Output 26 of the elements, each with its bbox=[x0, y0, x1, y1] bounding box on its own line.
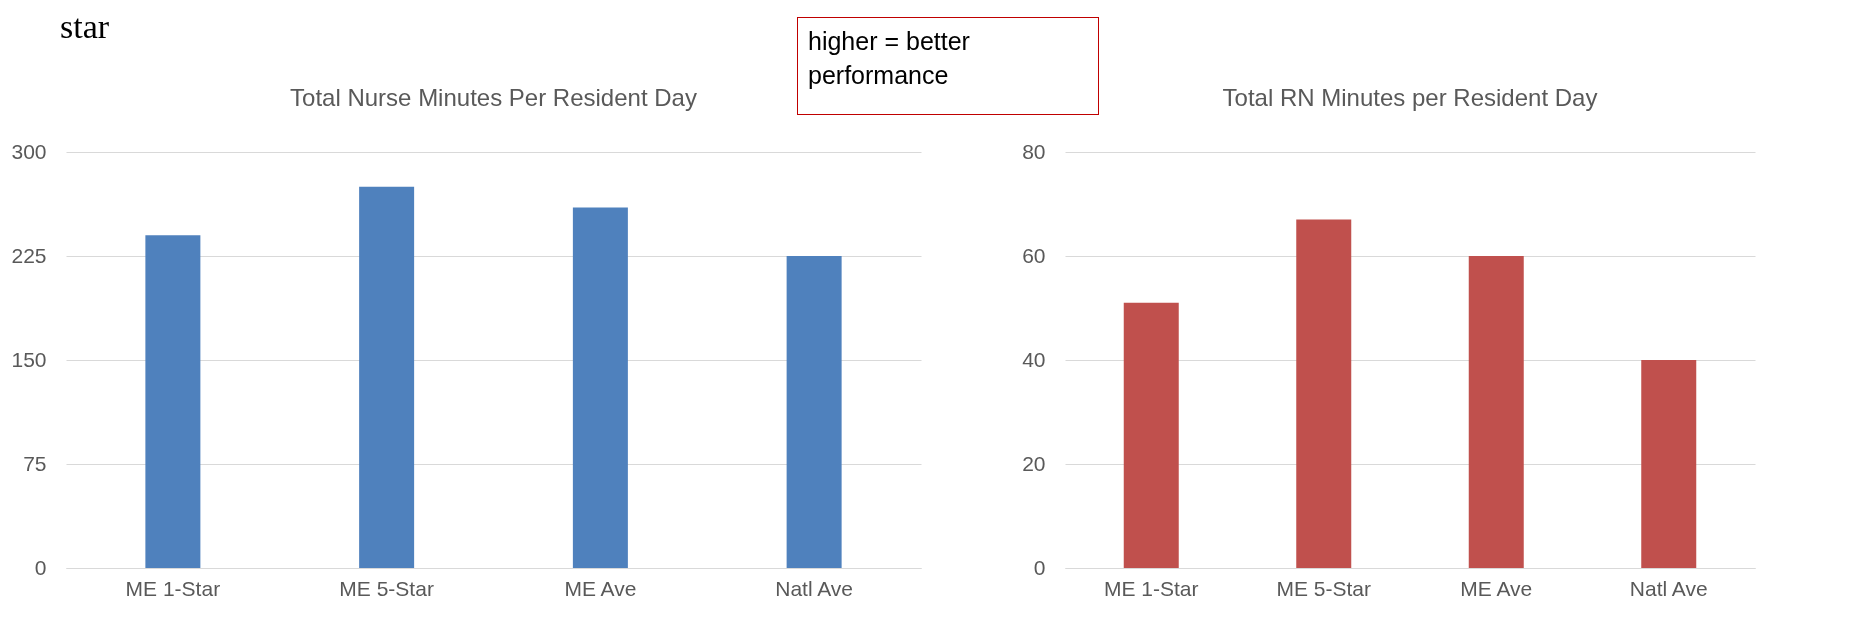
y-tick-label: 75 bbox=[23, 451, 47, 475]
x-tick-label: Natl Ave bbox=[1629, 576, 1708, 600]
y-tick-label: 0 bbox=[1033, 555, 1046, 579]
x-tick-label: ME 1-Star bbox=[1103, 576, 1199, 600]
text: star bbox=[60, 8, 110, 46]
y-tick-label: 80 bbox=[1022, 139, 1046, 163]
x-tick-label: ME 5-Star bbox=[1276, 576, 1372, 600]
y-tick-label: 150 bbox=[11, 347, 47, 371]
y-tick-label: 300 bbox=[11, 139, 47, 163]
bar bbox=[1468, 256, 1524, 568]
chart-title: Total Nurse Minutes Per Resident Day bbox=[290, 84, 697, 111]
y-tick-label: 225 bbox=[11, 243, 47, 267]
x-tick-label: ME Ave bbox=[564, 576, 637, 600]
x-tick-label: ME Ave bbox=[1460, 576, 1533, 600]
y-tick-label: 0 bbox=[34, 555, 47, 579]
y-tick-label: 20 bbox=[1022, 451, 1046, 475]
bar bbox=[1641, 360, 1697, 568]
note-box: higher = better performance bbox=[797, 17, 1099, 115]
x-tick-label: Natl Ave bbox=[775, 576, 854, 600]
chart-title: Total RN Minutes per Resident Day bbox=[1222, 84, 1598, 111]
y-tick-label: 40 bbox=[1022, 347, 1046, 371]
bar bbox=[1123, 302, 1179, 568]
y-tick-label: 60 bbox=[1022, 243, 1046, 267]
x-tick-label: ME 1-Star bbox=[125, 576, 221, 600]
bar bbox=[1296, 219, 1352, 568]
x-tick-label: ME 5-Star bbox=[339, 576, 434, 600]
